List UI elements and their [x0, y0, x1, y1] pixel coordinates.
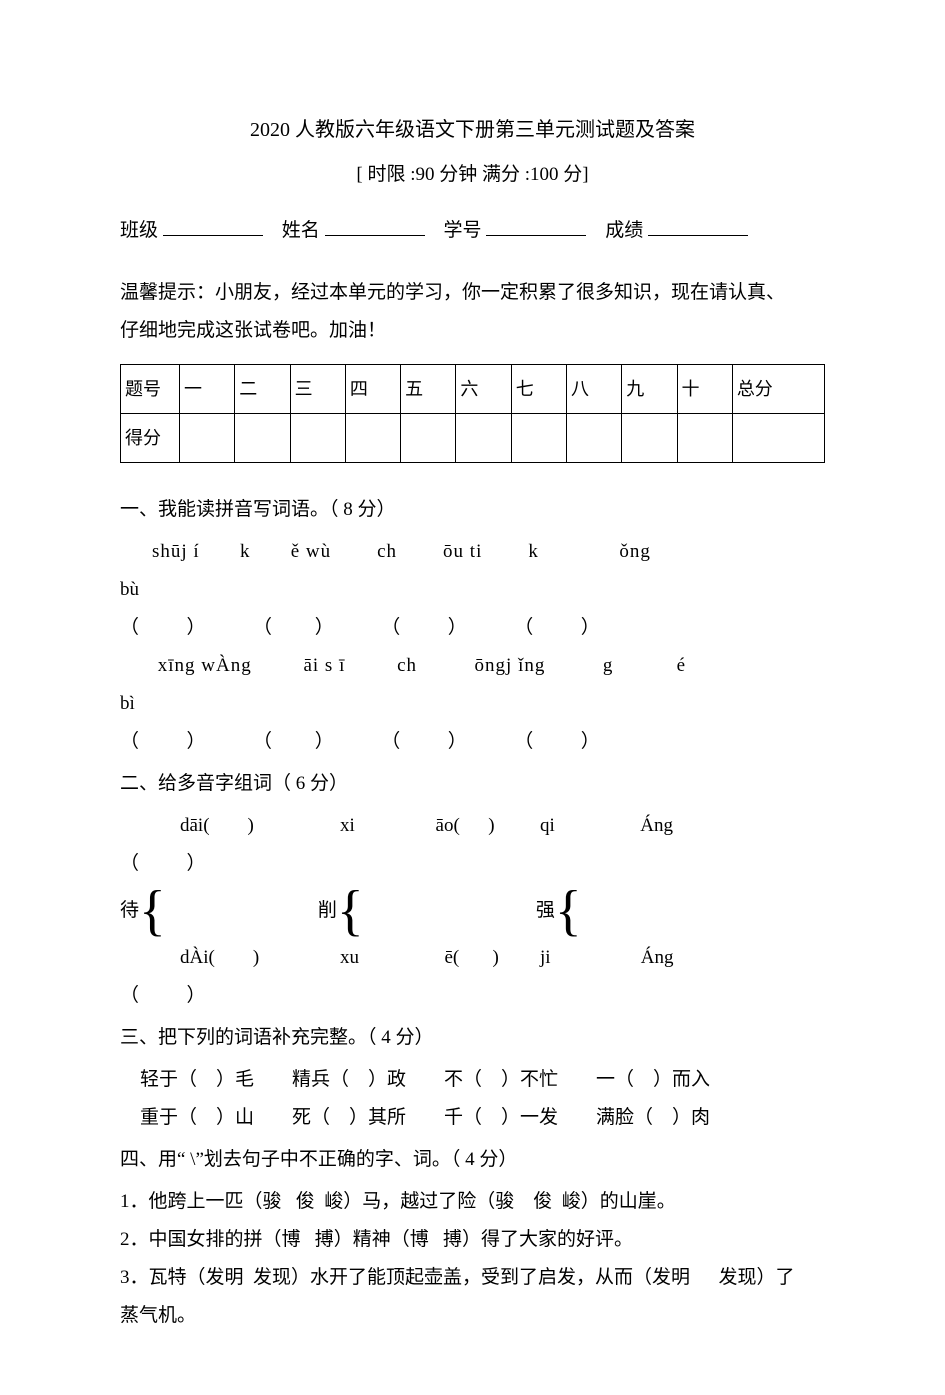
- q1-blanks-row2[interactable]: （ ） （ ） （ ） （ ）: [120, 723, 825, 761]
- table-cell: 七: [511, 365, 566, 414]
- q1-pinyin-row2-tail: bì: [120, 685, 825, 723]
- table-cell[interactable]: [345, 414, 400, 463]
- number-blank[interactable]: [486, 212, 586, 236]
- question-1-heading: 一、我能读拼音写词语。（ 8 分）: [120, 491, 825, 529]
- score-label: 成绩: [605, 220, 643, 241]
- q4-item2[interactable]: 2．中国女排的拼（博 搏）精神（博 搏）得了大家的好评。: [120, 1221, 825, 1259]
- table-cell: 三: [290, 365, 345, 414]
- table-cell[interactable]: [290, 414, 345, 463]
- q1-pinyin-row1-tail: bù: [120, 571, 825, 609]
- document-page: 2020 人教版六年级语文下册第三单元测试题及答案 [ 时限 :90 分钟 满分…: [0, 0, 945, 1395]
- table-cell: 一: [180, 365, 235, 414]
- tip-text: 温馨提示：小朋友，经过本单元的学习，你一定积累了很多知识，现在请认真、 仔细地完…: [120, 274, 825, 350]
- q4-item3b: 蒸气机。: [120, 1297, 825, 1335]
- row-label: 得分: [121, 414, 180, 463]
- table-cell[interactable]: [511, 414, 566, 463]
- question-3-heading: 三、把下列的词语补充完整。（ 4 分）: [120, 1019, 825, 1057]
- score-blank[interactable]: [648, 212, 748, 236]
- q2-g1-top[interactable]: dāi( ): [180, 807, 340, 845]
- q2-g3-label: 强: [536, 892, 555, 930]
- q3-line2[interactable]: 重于（ ）山 死（ ）其所 千（ ）一发 满脸（ ）肉: [140, 1099, 825, 1137]
- table-cell[interactable]: [677, 414, 732, 463]
- student-info-row: 班级 姓名 学号 成绩: [120, 212, 825, 250]
- score-table: 题号 一 二 三 四 五 六 七 八 九 十 总分 得分: [120, 364, 825, 463]
- q4-item1[interactable]: 1．他跨上一匹（骏 俊 峻）马，越过了险（骏 俊 峻）的山崖。: [120, 1183, 825, 1221]
- q2-g1-label: 待: [120, 892, 139, 930]
- table-cell: 九: [622, 365, 677, 414]
- q1-pinyin-row1: shūj í k ě wù ch ōu ti k ǒng: [152, 533, 825, 571]
- tip-line-2: 仔细地完成这张试卷吧。加油！: [120, 312, 825, 350]
- tip-line-1: 温馨提示：小朋友，经过本单元的学习，你一定积累了很多知识，现在请认真、: [120, 274, 825, 312]
- question-2-heading: 二、给多音字组词（ 6 分）: [120, 765, 825, 803]
- class-label: 班级: [120, 220, 158, 241]
- table-cell: 四: [345, 365, 400, 414]
- brace-icon: {: [139, 883, 166, 939]
- q2-g1-bot[interactable]: dÀi( ): [180, 939, 340, 977]
- q2-g2-top[interactable]: xi āo( ): [340, 807, 540, 845]
- class-blank[interactable]: [163, 212, 263, 236]
- q2-g2-label: 削: [318, 892, 337, 930]
- q2-trail-top[interactable]: （ ）: [120, 845, 825, 883]
- name-label: 姓名: [282, 220, 320, 241]
- table-cell: 六: [456, 365, 511, 414]
- brace-icon: {: [337, 883, 364, 939]
- question-4-heading: 四、用“ \”划去句子中不正确的字、词。（ 4 分）: [120, 1141, 825, 1179]
- q2-top-row: dāi( ) xi āo( ) qi Áng: [180, 807, 825, 845]
- page-subtitle: [ 时限 :90 分钟 满分 :100 分]: [120, 156, 825, 194]
- table-row: 得分: [121, 414, 825, 463]
- q2-trail-bot[interactable]: （ ）: [120, 977, 825, 1015]
- table-cell[interactable]: [622, 414, 677, 463]
- brace-icon: {: [555, 883, 582, 939]
- table-cell[interactable]: [180, 414, 235, 463]
- q2-mid-row: 待 { 削 { 强 {: [120, 883, 825, 939]
- table-cell[interactable]: [566, 414, 621, 463]
- q1-pinyin-row2: xīng wÀng āi s ī ch ōngj ǐng g é: [152, 647, 825, 685]
- q3-line1[interactable]: 轻于（ ）毛 精兵（ ）政 不（ ）不忙 一（ ）而入: [140, 1061, 825, 1099]
- table-cell[interactable]: [456, 414, 511, 463]
- q4-item3[interactable]: 3．瓦特（发明 发现）水开了能顶起壶盖，受到了启发，从而（发明 发现）了: [120, 1259, 825, 1297]
- number-label: 学号: [444, 220, 482, 241]
- name-blank[interactable]: [325, 212, 425, 236]
- table-cell: 十: [677, 365, 732, 414]
- table-row: 题号 一 二 三 四 五 六 七 八 九 十 总分: [121, 365, 825, 414]
- table-cell: 八: [566, 365, 621, 414]
- table-cell[interactable]: [401, 414, 456, 463]
- q2-g2-bot[interactable]: xu ē( ): [340, 939, 540, 977]
- table-cell: 二: [235, 365, 290, 414]
- table-cell: 总分: [732, 365, 824, 414]
- q2-g3-bot: ji Áng: [540, 939, 740, 977]
- q2-bot-row: dÀi( ) xu ē( ) ji Áng: [180, 939, 825, 977]
- q2-g3-top: qi Áng: [540, 807, 740, 845]
- row-label: 题号: [121, 365, 180, 414]
- table-cell: 五: [401, 365, 456, 414]
- q1-blanks-row1[interactable]: （ ） （ ） （ ） （ ）: [120, 609, 825, 647]
- page-title: 2020 人教版六年级语文下册第三单元测试题及答案: [120, 110, 825, 150]
- table-cell[interactable]: [235, 414, 290, 463]
- table-cell[interactable]: [732, 414, 824, 463]
